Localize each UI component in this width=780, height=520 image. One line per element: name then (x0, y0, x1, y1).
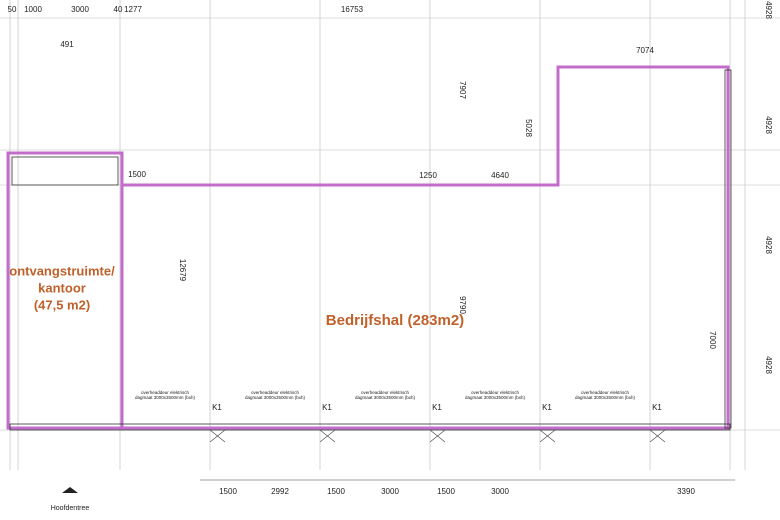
dim: 2992 (271, 487, 289, 496)
door-size: dagmaat 3000x3500mm (bxh) (135, 395, 196, 400)
dim: 1500 (437, 487, 455, 496)
door-label: overheaddeur elektrisch (141, 390, 190, 395)
door-label: overheaddeur elektrisch (581, 390, 630, 395)
door-swing (649, 429, 666, 443)
dim: 3000 (71, 5, 89, 14)
dim: 4928 (764, 236, 773, 254)
dim: 3000 (381, 487, 399, 496)
room-label: ontvangstruimte/ (9, 263, 115, 278)
door-label: overheaddeur elektrisch (251, 390, 300, 395)
door-size: dagmaat 3000x3500mm (bxh) (355, 395, 416, 400)
dim: 4928 (764, 116, 773, 134)
dim: 3000 (491, 487, 509, 496)
dim: 50 (8, 5, 17, 14)
dim: 7074 (636, 46, 654, 55)
dim: 40 (114, 5, 123, 14)
dim: 1500 (327, 487, 345, 496)
door-tag: K1 (212, 403, 222, 412)
room-label: Bedrijfshal (283m2) (326, 312, 464, 329)
door-label: overheaddeur elektrisch (361, 390, 410, 395)
door-swing (319, 429, 336, 443)
room-label: kantoor (38, 280, 86, 295)
door-swing (209, 429, 226, 443)
entrance-label: Hoofdentree (51, 505, 90, 512)
grid-lines (0, 0, 780, 481)
dim: 4928 (764, 356, 773, 374)
dim: 1000 (24, 5, 42, 14)
walls (9, 69, 732, 431)
dim: 7000 (708, 331, 717, 349)
entrance-arrow (62, 487, 78, 493)
door-swing (429, 429, 446, 443)
door-size: dagmaat 3000x3500mm (bxh) (465, 395, 526, 400)
dim: 4640 (491, 171, 509, 180)
dim: 7907 (458, 81, 467, 99)
dim: 12679 (178, 259, 187, 282)
outline (6, 65, 730, 430)
dim: 16753 (341, 5, 364, 14)
door-tag: K1 (432, 403, 442, 412)
dim: 4928 (764, 1, 773, 19)
dim: 5028 (524, 119, 533, 137)
dimensions: 50 1000 3000 40 1277 16753 7074 491 1500… (8, 1, 773, 496)
door-swing (539, 429, 556, 443)
dim: 1277 (124, 5, 142, 14)
door-size: dagmaat 3000x3500mm (bxh) (245, 395, 306, 400)
dim: 1250 (419, 171, 437, 180)
door-tag: K1 (652, 403, 662, 412)
room-label: (47,5 m2) (34, 297, 90, 312)
door-label: overheaddeur elektrisch (471, 390, 520, 395)
door-tag: K1 (322, 403, 332, 412)
dim: 3390 (677, 487, 695, 496)
door-size: dagmaat 3000x3500mm (bxh) (575, 395, 636, 400)
dim: 1500 (219, 487, 237, 496)
door-tag: K1 (542, 403, 552, 412)
dim: 1500 (128, 170, 146, 179)
dim: 9790 (458, 296, 467, 314)
dim: 491 (60, 40, 74, 49)
